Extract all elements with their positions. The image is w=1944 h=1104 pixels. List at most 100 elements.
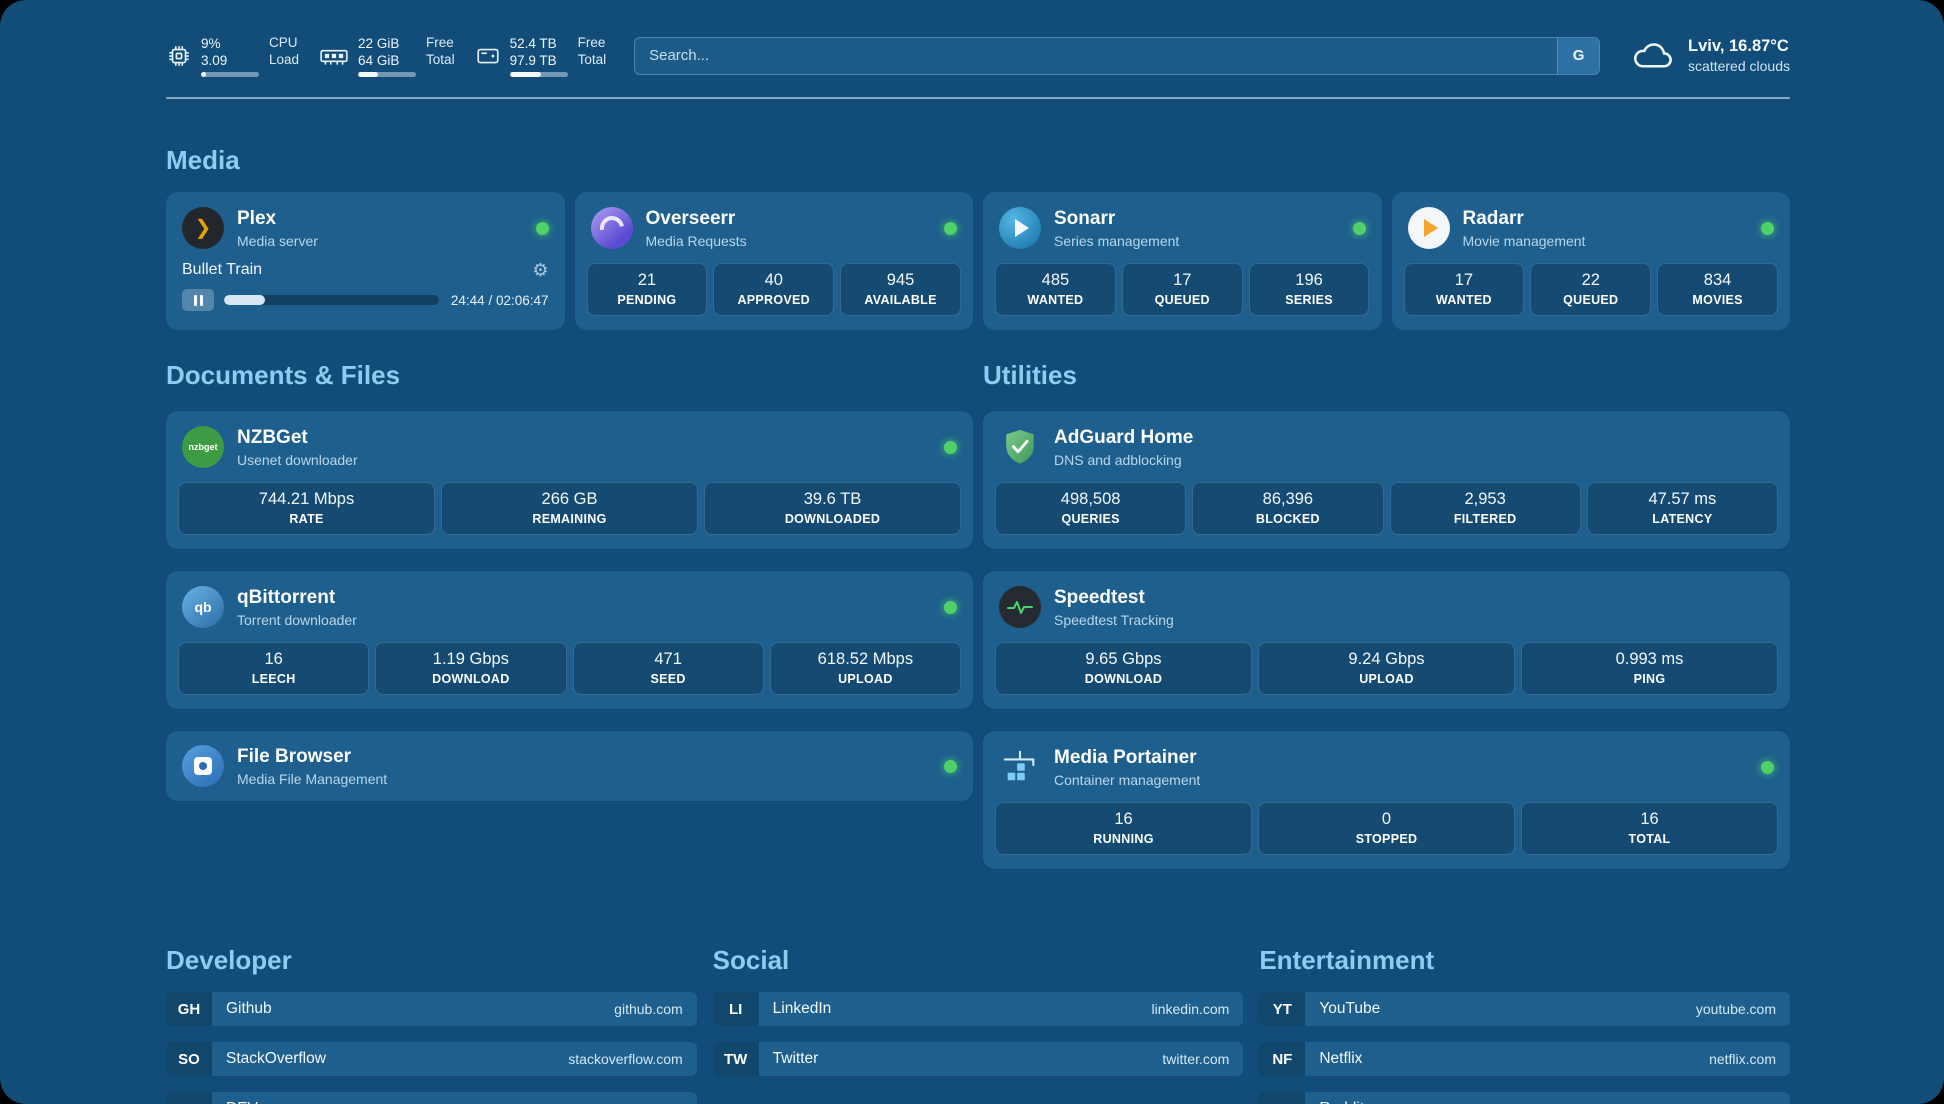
app-subtitle: Series management	[1054, 232, 1180, 249]
bookmark-netflix[interactable]: NF Netflix netflix.com	[1259, 1042, 1790, 1076]
app-name: Plex	[237, 207, 277, 229]
section-title-documents: Documents & Files	[166, 360, 401, 390]
bookmark-linkedin[interactable]: LI LinkedIn linkedin.com	[712, 992, 1244, 1026]
stat-downloaded: 39.6 TB DOWNLOADED	[704, 482, 961, 535]
stat-download: 1.19 Gbps DOWNLOAD	[375, 642, 567, 695]
memory-ram-icon	[320, 49, 348, 65]
app-card-sonarr[interactable]: Sonarr Series management 485 WANTED 17 QUE…	[983, 192, 1382, 330]
now-playing-title: Bullet Train	[182, 261, 263, 278]
bookmark-url: github.com	[614, 1001, 683, 1017]
seek-bar[interactable]	[224, 295, 439, 305]
section-title-social: Social	[712, 945, 790, 975]
bookmark-abbr: YT	[1259, 992, 1306, 1026]
stat-movies: 834 MOVIES	[1657, 263, 1778, 316]
app-card-speedtest[interactable]: Speedtest Speedtest Tracking 9.65 Gbps DO…	[983, 571, 1790, 709]
section-title-entertainment: Entertainment	[1259, 945, 1435, 975]
cpu-progress-bar	[201, 71, 259, 77]
disk-total-value: 97.9 TB	[509, 52, 557, 68]
bookmark-stackoverflow[interactable]: SO StackOverflow stackoverflow.com	[166, 1042, 697, 1076]
bookmark-url: netflix.com	[1709, 1051, 1776, 1067]
app-name: AdGuard Home	[1054, 426, 1194, 448]
app-name: Media Portainer	[1054, 746, 1197, 768]
app-card-overseerr[interactable]: Overseerr Media Requests 21 PENDING 40 APP…	[574, 192, 973, 330]
stat-wanted: 485 WANTED	[995, 263, 1116, 316]
bookmark-dev[interactable]: DT DEV dev.to	[166, 1092, 697, 1104]
cpu-load-label: Load	[269, 52, 300, 67]
stat-queued: 17 QUEUED	[1121, 263, 1243, 316]
memory-free-label: Free	[426, 35, 454, 50]
bookmark-github[interactable]: GH Github github.com	[166, 992, 697, 1026]
stat-remaining: 266 GB REMAINING	[441, 482, 698, 535]
stat-series: 196 SERIES	[1248, 263, 1370, 316]
app-subtitle: Speedtest Tracking	[1054, 611, 1174, 628]
app-subtitle: Media Requests	[645, 232, 747, 249]
bookmark-group-entertainment: Entertainment YT YouTube youtube.com NF …	[1259, 945, 1790, 1104]
stat-filtered: 2,953 FILTERED	[1389, 482, 1581, 535]
app-card-adguard[interactable]: AdGuard Home DNS and adblocking 498,508 Q…	[983, 411, 1790, 549]
bookmark-name: StackOverflow	[226, 1050, 326, 1067]
cpu-percent: 9%	[201, 35, 221, 51]
stat-wanted: 17 WANTED	[1403, 263, 1525, 316]
app-name: Sonarr	[1054, 207, 1116, 229]
bookmark-group-developer: Developer GH Github github.com SO StackO…	[166, 945, 697, 1104]
app-subtitle: DNS and adblocking	[1054, 451, 1182, 468]
radarr-icon	[1407, 207, 1450, 249]
qbittorrent-icon: qb	[182, 586, 224, 628]
cpu-load-value: 3.09	[201, 52, 228, 68]
section-title-developer: Developer	[166, 945, 292, 975]
pause-button[interactable]	[182, 289, 214, 311]
app-name: NZBGet	[237, 426, 308, 448]
app-card-radarr[interactable]: Radarr Movie management 17 WANTED 22 QUEUE…	[1391, 192, 1790, 330]
stat-approved: 40 APPROVED	[713, 263, 835, 316]
section-title-utilities: Utilities	[983, 360, 1077, 390]
stat-available: 945 AVAILABLE	[840, 263, 961, 316]
stat-pending: 21 PENDING	[586, 263, 708, 316]
app-card-portainer[interactable]: Media Portainer Container management 16 R…	[983, 731, 1790, 869]
cpu-widget: 9% 3.09 CPU Load	[166, 34, 299, 77]
app-subtitle: Usenet downloader	[237, 451, 358, 468]
settings-gear-icon[interactable]: ⚙	[532, 260, 549, 280]
memory-widget: 22 GiB 64 GiB Free Total	[319, 34, 455, 77]
status-dot	[944, 600, 957, 614]
speedtest-pulse-icon	[999, 586, 1041, 628]
cpu-label: CPU	[269, 35, 298, 50]
stat-queued: 22 QUEUED	[1530, 263, 1652, 316]
stat-running: 16 RUNNING	[995, 802, 1252, 855]
bookmark-url: linkedin.com	[1151, 1001, 1230, 1017]
bookmark-abbr: RE	[1259, 1092, 1306, 1104]
cpu-chip-icon	[169, 45, 189, 66]
stat-ping: 0.993 ms PING	[1521, 642, 1778, 695]
app-card-qbittorrent[interactable]: qb qBittorrent Torrent downloader 16 LEEC…	[166, 571, 973, 709]
bookmark-group-social: Social LI LinkedIn linkedin.com TW Twitt…	[712, 945, 1244, 1104]
app-subtitle: Movie management	[1462, 232, 1586, 249]
bookmark-name: Github	[226, 1000, 272, 1017]
status-dot	[944, 221, 957, 235]
bookmark-twitter[interactable]: TW Twitter twitter.com	[712, 1042, 1244, 1076]
search-engine-button[interactable]: G	[1557, 37, 1600, 74]
stat-stopped: 0 STOPPED	[1258, 802, 1515, 855]
status-dot	[1761, 760, 1774, 774]
app-card-plex[interactable]: ❯ Plex Media server Bullet Train ⚙ 24:44…	[166, 192, 565, 330]
bookmark-reddit[interactable]: RE Reddit reddit.com	[1259, 1092, 1790, 1104]
bookmark-abbr: GH	[166, 992, 212, 1026]
bookmark-abbr: SO	[166, 1042, 212, 1076]
bookmark-abbr: DT	[166, 1092, 212, 1104]
memory-progress-bar	[358, 71, 417, 77]
stat-queries: 498,508 QUERIES	[995, 482, 1187, 535]
stat-leech: 16 LEECH	[178, 642, 370, 695]
plex-icon: ❯	[182, 207, 224, 249]
bookmark-abbr: TW	[712, 1042, 759, 1076]
search-input[interactable]	[634, 36, 1601, 75]
app-card-filebrowser[interactable]: File Browser Media File Management	[166, 731, 973, 801]
system-widgets: 9% 3.09 CPU Load 22 GiB	[166, 34, 606, 77]
stat-rate: 744.21 Mbps RATE	[178, 482, 435, 535]
stat-upload: 618.52 Mbps UPLOAD	[769, 642, 961, 695]
status-dot	[535, 221, 549, 235]
bookmark-abbr: NF	[1259, 1042, 1306, 1076]
bookmark-youtube[interactable]: YT YouTube youtube.com	[1259, 992, 1790, 1026]
app-card-nzbget[interactable]: nzbget NZBGet Usenet downloader 744.21 M…	[166, 411, 973, 549]
app-subtitle: Media server	[237, 232, 318, 249]
disk-widget: 52.4 TB 97.9 TB Free Total	[475, 34, 606, 77]
bookmark-abbr: LI	[712, 992, 759, 1026]
